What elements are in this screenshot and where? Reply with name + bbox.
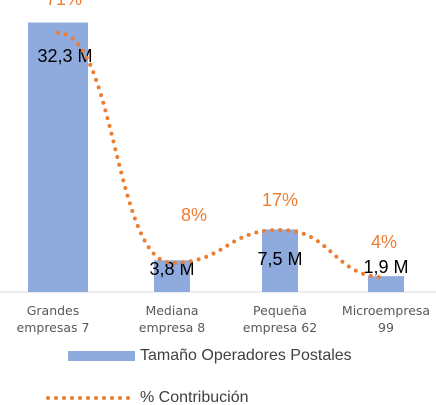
legend-label: % Contribución	[140, 389, 249, 405]
legend-label: Tamaño Operadores Postales	[140, 347, 352, 364]
line-value-label: 4%	[371, 232, 397, 252]
bar	[368, 276, 404, 292]
bar-value-label: 7,5 M	[257, 249, 302, 269]
x-tick-label: Mediana empresa 8	[138, 303, 206, 335]
bar	[154, 260, 190, 292]
bar	[262, 229, 298, 292]
x-tick-label: Microempresa 99	[341, 303, 431, 335]
x-tick-label: Grandes empresas 7	[16, 303, 90, 335]
line-value-label: 71%	[46, 0, 82, 9]
legend-swatch	[68, 351, 135, 361]
bar-value-label: 1,9 M	[363, 257, 408, 277]
bar	[28, 22, 88, 292]
bar-value-label: 3,8 M	[149, 259, 194, 279]
line-value-label: 8%	[181, 205, 207, 225]
x-tick-label: Pequeña empresa 62	[242, 303, 318, 335]
line-value-label: 17%	[262, 190, 298, 210]
bar-value-label: 32,3 M	[37, 46, 92, 66]
line	[56, 30, 388, 280]
